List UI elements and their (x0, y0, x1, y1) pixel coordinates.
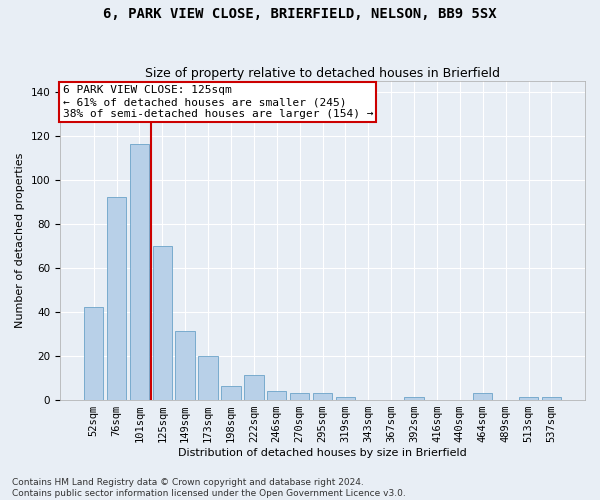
Bar (404, 398, 424, 400)
Bar (542, 398, 561, 400)
Text: Contains HM Land Registry data © Crown copyright and database right 2024.
Contai: Contains HM Land Registry data © Crown c… (12, 478, 406, 498)
Bar (267, 391, 286, 400)
Title: Size of property relative to detached houses in Brierfield: Size of property relative to detached ho… (145, 66, 500, 80)
Text: 6 PARK VIEW CLOSE: 125sqm
← 61% of detached houses are smaller (245)
38% of semi: 6 PARK VIEW CLOSE: 125sqm ← 61% of detac… (62, 86, 373, 118)
Bar (313, 393, 332, 400)
Bar (221, 386, 241, 400)
Text: 6, PARK VIEW CLOSE, BRIERFIELD, NELSON, BB9 5SX: 6, PARK VIEW CLOSE, BRIERFIELD, NELSON, … (103, 8, 497, 22)
Bar (244, 376, 263, 400)
Bar (473, 393, 493, 400)
Bar (199, 356, 218, 400)
Bar (84, 307, 103, 400)
Bar (152, 246, 172, 400)
Bar (335, 398, 355, 400)
Bar (107, 197, 126, 400)
X-axis label: Distribution of detached houses by size in Brierfield: Distribution of detached houses by size … (178, 448, 467, 458)
Bar (290, 393, 310, 400)
Bar (519, 398, 538, 400)
Y-axis label: Number of detached properties: Number of detached properties (15, 152, 25, 328)
Bar (130, 144, 149, 400)
Bar (175, 332, 195, 400)
